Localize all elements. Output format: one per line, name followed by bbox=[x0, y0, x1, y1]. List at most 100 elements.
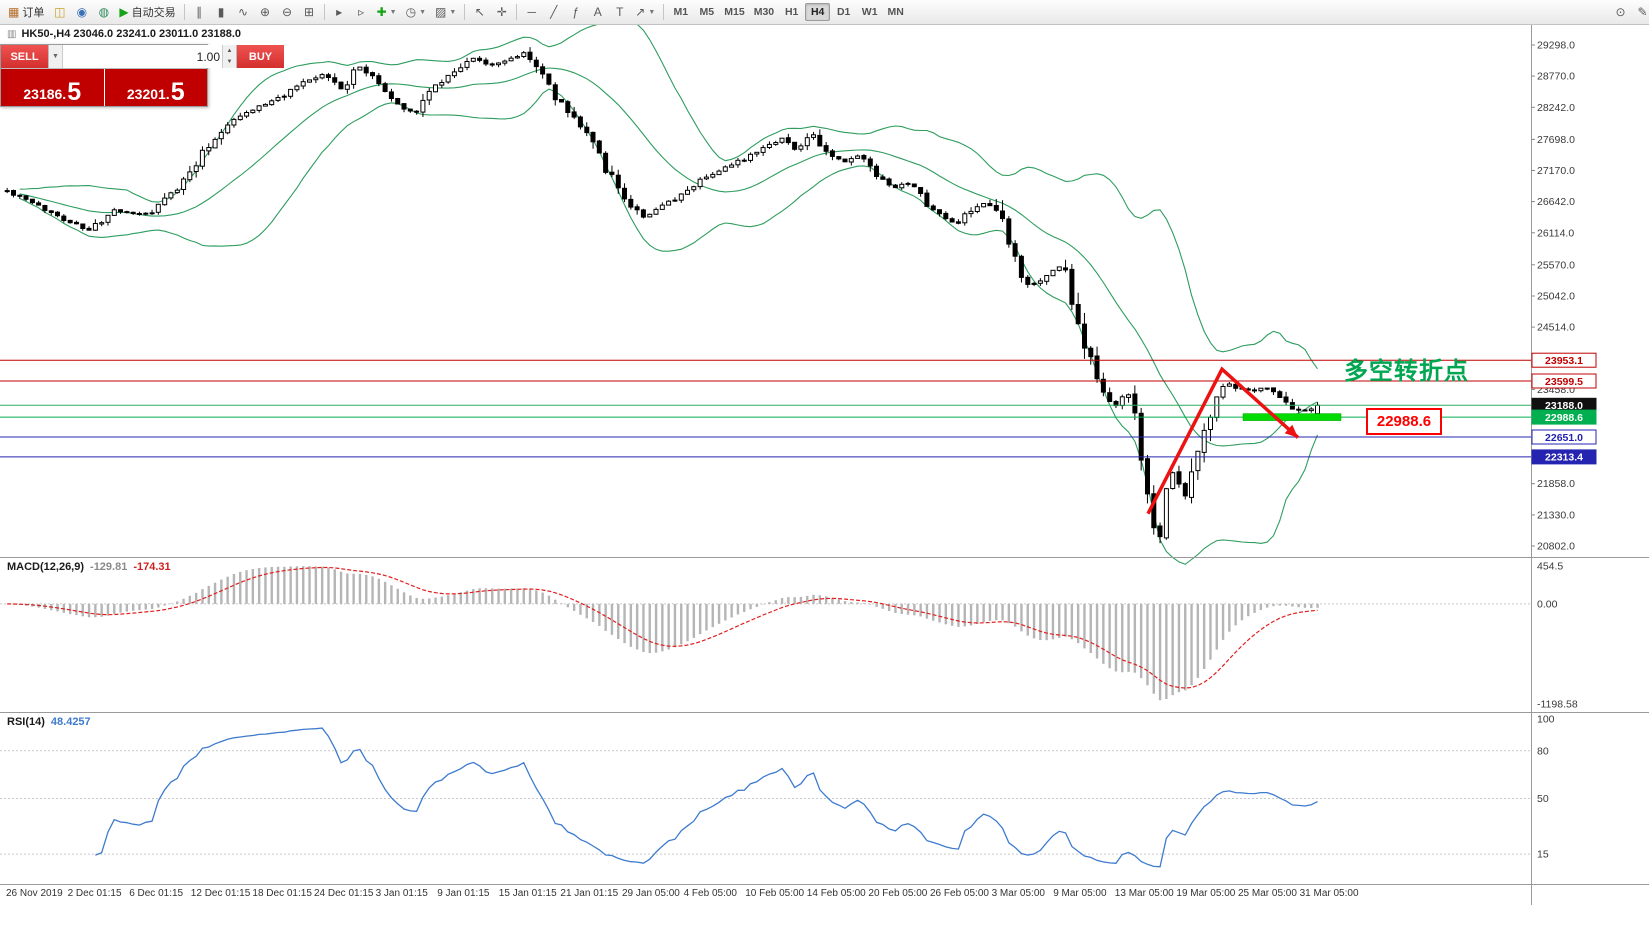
templates-button[interactable]: ▨ ▼ bbox=[431, 2, 460, 22]
line-chart-button[interactable]: ∿ bbox=[233, 2, 254, 22]
bearish-candle bbox=[1094, 355, 1100, 380]
autotrade-icon: ▶ bbox=[119, 5, 129, 19]
volume-increase-button[interactable]: ▲ bbox=[223, 45, 236, 57]
zoom-in-button[interactable]: ⊕ bbox=[255, 2, 276, 22]
bullish-candle bbox=[666, 200, 672, 206]
periods-button[interactable]: ◷ ▼ bbox=[402, 2, 430, 22]
rsi-axis-label: 15 bbox=[1537, 849, 1549, 861]
zoom-out-button[interactable]: ⊖ bbox=[277, 2, 298, 22]
bullish-candle bbox=[1315, 404, 1320, 415]
horizontal-line-button[interactable]: ─ bbox=[521, 2, 542, 22]
crosshair-button[interactable]: ✛ bbox=[491, 2, 512, 22]
bearish-candle bbox=[407, 108, 413, 112]
bullish-candle bbox=[1170, 472, 1176, 490]
timeframe-m15-button[interactable]: M15 bbox=[720, 3, 748, 21]
bullish-candle bbox=[206, 147, 212, 152]
bearish-candle bbox=[892, 184, 898, 189]
timeframe-h4-button[interactable]: H4 bbox=[805, 3, 831, 21]
buy-button[interactable]: BUY bbox=[237, 45, 284, 68]
bullish-candle bbox=[1308, 408, 1314, 412]
bar-chart-button[interactable]: ∥ bbox=[189, 2, 210, 22]
time-axis-label: 9 Jan 01:15 bbox=[437, 888, 490, 899]
time-axis[interactable]: 26 Nov 2019 2 Dec 01:15 6 Dec 01:15 12 Dec … bbox=[6, 888, 1359, 899]
bearish-candle bbox=[987, 203, 993, 207]
navigator-button[interactable]: ◍ bbox=[93, 2, 114, 22]
dropdown-caret-icon: ▼ bbox=[419, 8, 426, 16]
crosshair-icon: ✛ bbox=[496, 5, 507, 19]
chart-shift-button[interactable]: ▹ bbox=[351, 2, 372, 22]
timeframe-w1-button[interactable]: W1 bbox=[857, 3, 882, 21]
bullish-candle bbox=[275, 97, 281, 101]
sell-price-button[interactable]: 23186. 5 bbox=[1, 69, 104, 106]
sell-button[interactable]: SELL bbox=[1, 45, 48, 68]
fibonacci-button[interactable]: ƒ bbox=[565, 2, 586, 22]
autotrade-button[interactable]: ▶ 自动交易 bbox=[115, 2, 179, 22]
bullish-candle bbox=[231, 118, 237, 126]
symbol-ohlc-text: HK50-,H4 23046.0 23241.0 23011.0 23188.0 bbox=[21, 28, 242, 40]
bullish-candle bbox=[433, 84, 438, 93]
volume-input[interactable] bbox=[63, 45, 222, 68]
zoom-out-icon: ⊖ bbox=[282, 5, 293, 19]
bullish-candle bbox=[1258, 387, 1264, 392]
buy-price-main: 23201. bbox=[126, 85, 170, 102]
price-tick-label: 21858.0 bbox=[1537, 478, 1575, 490]
support-highlight-bar[interactable] bbox=[1242, 413, 1342, 421]
timeframe-mn-button[interactable]: MN bbox=[883, 3, 908, 21]
bullish-candle bbox=[1226, 383, 1232, 387]
trendline-button[interactable]: ╱ bbox=[543, 2, 564, 22]
timeframe-d1-button[interactable]: D1 bbox=[831, 3, 856, 21]
toolbar: ▦ 订单 ◫ ◉ ◍ ▶ 自动交易 ∥ ▮ ∿ ⊕ ⊖ ⊞ ▸ ▹ ✚ ▼ ◷ ▼ ▨ ▼ ↖ ✛ ─ ╱ ƒ A T ↗ ▼ M1 M5 M… bbox=[0, 0, 1649, 25]
bearish-candle bbox=[880, 176, 886, 180]
bearish-candle bbox=[1182, 483, 1188, 497]
timeframe-h1-button[interactable]: H1 bbox=[779, 3, 804, 21]
bearish-candle bbox=[571, 111, 577, 118]
bearish-candle bbox=[1069, 268, 1075, 305]
bullish-candle bbox=[1195, 450, 1201, 472]
price-axis: 29298.0 28770.0 28242.0 27698.0 27170.0 26642… bbox=[1531, 40, 1575, 553]
text-label-button[interactable]: T bbox=[609, 2, 630, 22]
time-axis-label: 21 Jan 01:15 bbox=[560, 888, 618, 899]
bullish-candle bbox=[703, 176, 709, 180]
macd-main-value: -129.81 bbox=[90, 561, 128, 573]
macd-signal-value: -174.31 bbox=[133, 561, 171, 573]
new-order-button[interactable]: ▦ 订单 bbox=[4, 2, 48, 22]
charts-button[interactable]: ◫ bbox=[49, 2, 70, 22]
price-level-label: 23953.1 bbox=[1545, 355, 1583, 367]
volume-dropdown-button[interactable]: ▼ bbox=[49, 45, 63, 68]
turning-point-annotation[interactable]: 多空转折点 bbox=[1344, 358, 1469, 385]
bullish-candle bbox=[143, 212, 149, 215]
bearish-candle bbox=[634, 206, 640, 211]
draw-button[interactable]: ✎ bbox=[1632, 2, 1649, 22]
bullish-candle bbox=[99, 222, 105, 225]
tile-windows-button[interactable]: ⊞ bbox=[299, 2, 320, 22]
bearish-candle bbox=[401, 103, 407, 110]
timeframe-m30-button[interactable]: M30 bbox=[750, 3, 778, 21]
rsi-indicator-label: RSI(14) 48.4257 bbox=[7, 716, 91, 728]
candlestick-chart-button[interactable]: ▮ bbox=[211, 2, 232, 22]
cursor-button[interactable]: ↖ bbox=[469, 2, 490, 22]
price-tag-annotation[interactable]: 22988.6 bbox=[1366, 408, 1442, 435]
bearish-candle bbox=[785, 137, 791, 144]
arrow-tools-button[interactable]: ↗ ▼ bbox=[631, 2, 659, 22]
timeframe-m1-button[interactable]: M1 bbox=[668, 3, 693, 21]
bearish-candle bbox=[1025, 276, 1031, 285]
volume-decrease-button[interactable]: ▼ bbox=[223, 56, 236, 68]
bullish-candle bbox=[212, 138, 218, 149]
bullish-candle bbox=[974, 206, 980, 212]
bullish-candle bbox=[1037, 280, 1043, 284]
text-button[interactable]: A bbox=[587, 2, 608, 22]
search-button[interactable]: ⊙ bbox=[1610, 2, 1631, 22]
trend-arrow-line[interactable] bbox=[1146, 366, 1300, 515]
bullish-candle bbox=[514, 56, 520, 59]
auto-scroll-button[interactable]: ▸ bbox=[329, 2, 350, 22]
buy-price-button[interactable]: 23201. 5 bbox=[104, 69, 207, 106]
indicators-button[interactable]: ✚ ▼ bbox=[373, 2, 401, 22]
toolbar-separator bbox=[663, 4, 665, 20]
bullish-candle bbox=[1050, 269, 1056, 277]
market-watch-button[interactable]: ◉ bbox=[71, 2, 92, 22]
bearish-candle bbox=[388, 91, 394, 100]
bullish-candle bbox=[420, 99, 426, 113]
rsi-name: RSI(14) bbox=[7, 716, 45, 728]
timeframe-m5-button[interactable]: M5 bbox=[694, 3, 719, 21]
